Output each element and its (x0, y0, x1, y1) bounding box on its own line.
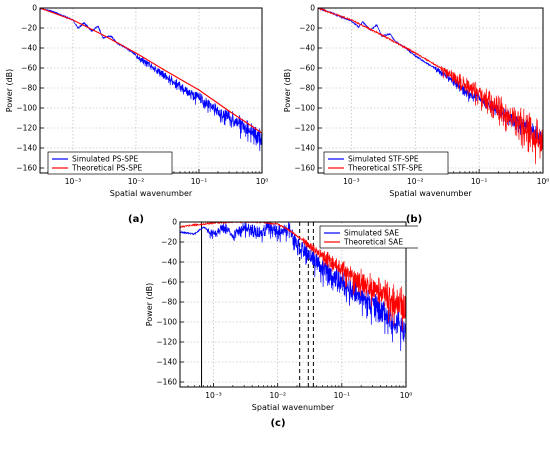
y-tick-label: −160 (16, 164, 37, 173)
y-tick-label: −60 (299, 64, 315, 73)
y-tick-label: −160 (156, 378, 177, 387)
x-tick-label: 10⁰ (537, 177, 550, 186)
legend-entry: Simulated PS-SPE (72, 155, 139, 164)
legend-entry: Theoretical SAE (343, 238, 403, 247)
series-line-simulated-sae (180, 222, 406, 353)
y-tick-label: −60 (21, 64, 37, 73)
x-axis-label: Spatial wavenumber (389, 189, 472, 198)
x-axis-label: Spatial wavenumber (110, 189, 193, 198)
y-tick-label: −120 (294, 124, 315, 133)
y-tick-label: −140 (16, 144, 37, 153)
x-tick-label: 10⁻² (269, 391, 286, 400)
x-tick-label: 10⁻³ (205, 391, 222, 400)
x-tick-label: 10⁻² (407, 177, 424, 186)
y-tick-label: −160 (294, 164, 315, 173)
y-tick-label: −140 (294, 144, 315, 153)
panel-label: (a) (128, 214, 144, 225)
series-line-simulated-ps-spe (40, 8, 262, 152)
legend-box (319, 225, 418, 249)
chart-panel-3: 10⁻³ 10⁻² 10⁻¹ 10⁰ 0 −20 −40 −60 −80 −100 −120 −140… (145, 218, 418, 429)
legend-entry: Theoretical STF-SPE (347, 164, 423, 173)
series-line-theoretical-sae (180, 222, 406, 331)
y-tick-label: 0 (172, 218, 177, 227)
y-axis-label: Power (dB) (5, 69, 14, 113)
chart-panel-2: 10⁻³ 10⁻² 10⁻¹ 10⁰ 0 −20 −40 −60 −80 −100 −120 −140… (283, 4, 550, 226)
y-axis-label: Power (dB) (145, 283, 154, 327)
panel-label: (b) (406, 214, 422, 225)
x-tick-label: 10⁻¹ (471, 177, 488, 186)
x-tick-label: 10⁻² (128, 177, 145, 186)
y-tick-label: −60 (161, 278, 177, 287)
y-tick-label: −80 (21, 84, 37, 93)
y-tick-label: −120 (156, 338, 177, 347)
x-tick-label: 10⁻¹ (191, 177, 208, 186)
x-tick-label: 10⁻³ (343, 177, 360, 186)
y-tick-label: −40 (161, 258, 177, 267)
y-tick-label: −20 (161, 238, 177, 247)
x-tick-label: 10⁰ (256, 177, 269, 186)
y-tick-label: −100 (16, 104, 37, 113)
figure: 10⁻³ 10⁻² 10⁻¹ 10⁰ 0 −20 −40 −60 −80 −100 −120 −140… (5, 4, 550, 430)
y-tick-label: −20 (299, 24, 315, 33)
y-tick-label: 0 (310, 4, 315, 13)
chart-panel-1: 10⁻³ 10⁻² 10⁻¹ 10⁰ 0 −20 −40 −60 −80 −100 −120 −140… (5, 4, 269, 226)
grid (180, 222, 406, 387)
x-tick-label: 10⁰ (400, 391, 413, 400)
y-tick-label: −40 (299, 44, 315, 53)
x-tick-label: 10⁻¹ (334, 391, 351, 400)
panel-label: (c) (270, 418, 285, 429)
legend-box (323, 151, 449, 175)
legend-entry: Simulated SAE (344, 229, 399, 238)
y-tick-label: −20 (21, 24, 37, 33)
y-axis-label: Power (dB) (283, 69, 292, 113)
legend-entry: Theoretical PS-SPE (71, 164, 143, 173)
y-tick-label: −40 (21, 44, 37, 53)
y-tick-label: −80 (161, 298, 177, 307)
y-tick-label: −80 (299, 84, 315, 93)
legend-entry: Simulated STF-SPE (348, 155, 419, 164)
y-tick-label: −100 (156, 318, 177, 327)
y-tick-label: −140 (156, 358, 177, 367)
x-axis-label: Spatial wavenumber (252, 403, 335, 412)
y-tick-label: 0 (32, 4, 37, 13)
y-tick-label: −100 (294, 104, 315, 113)
plot-frame (179, 221, 407, 388)
legend-box (47, 151, 173, 175)
grid (40, 8, 262, 173)
plot-frame (39, 7, 263, 174)
grid (318, 8, 543, 173)
series-line-theoretical-stf-spe (318, 8, 543, 165)
y-tick-label: −120 (16, 124, 37, 133)
x-tick-label: 10⁻³ (65, 177, 82, 186)
series-line-theoretical-ps-spe (40, 8, 262, 134)
